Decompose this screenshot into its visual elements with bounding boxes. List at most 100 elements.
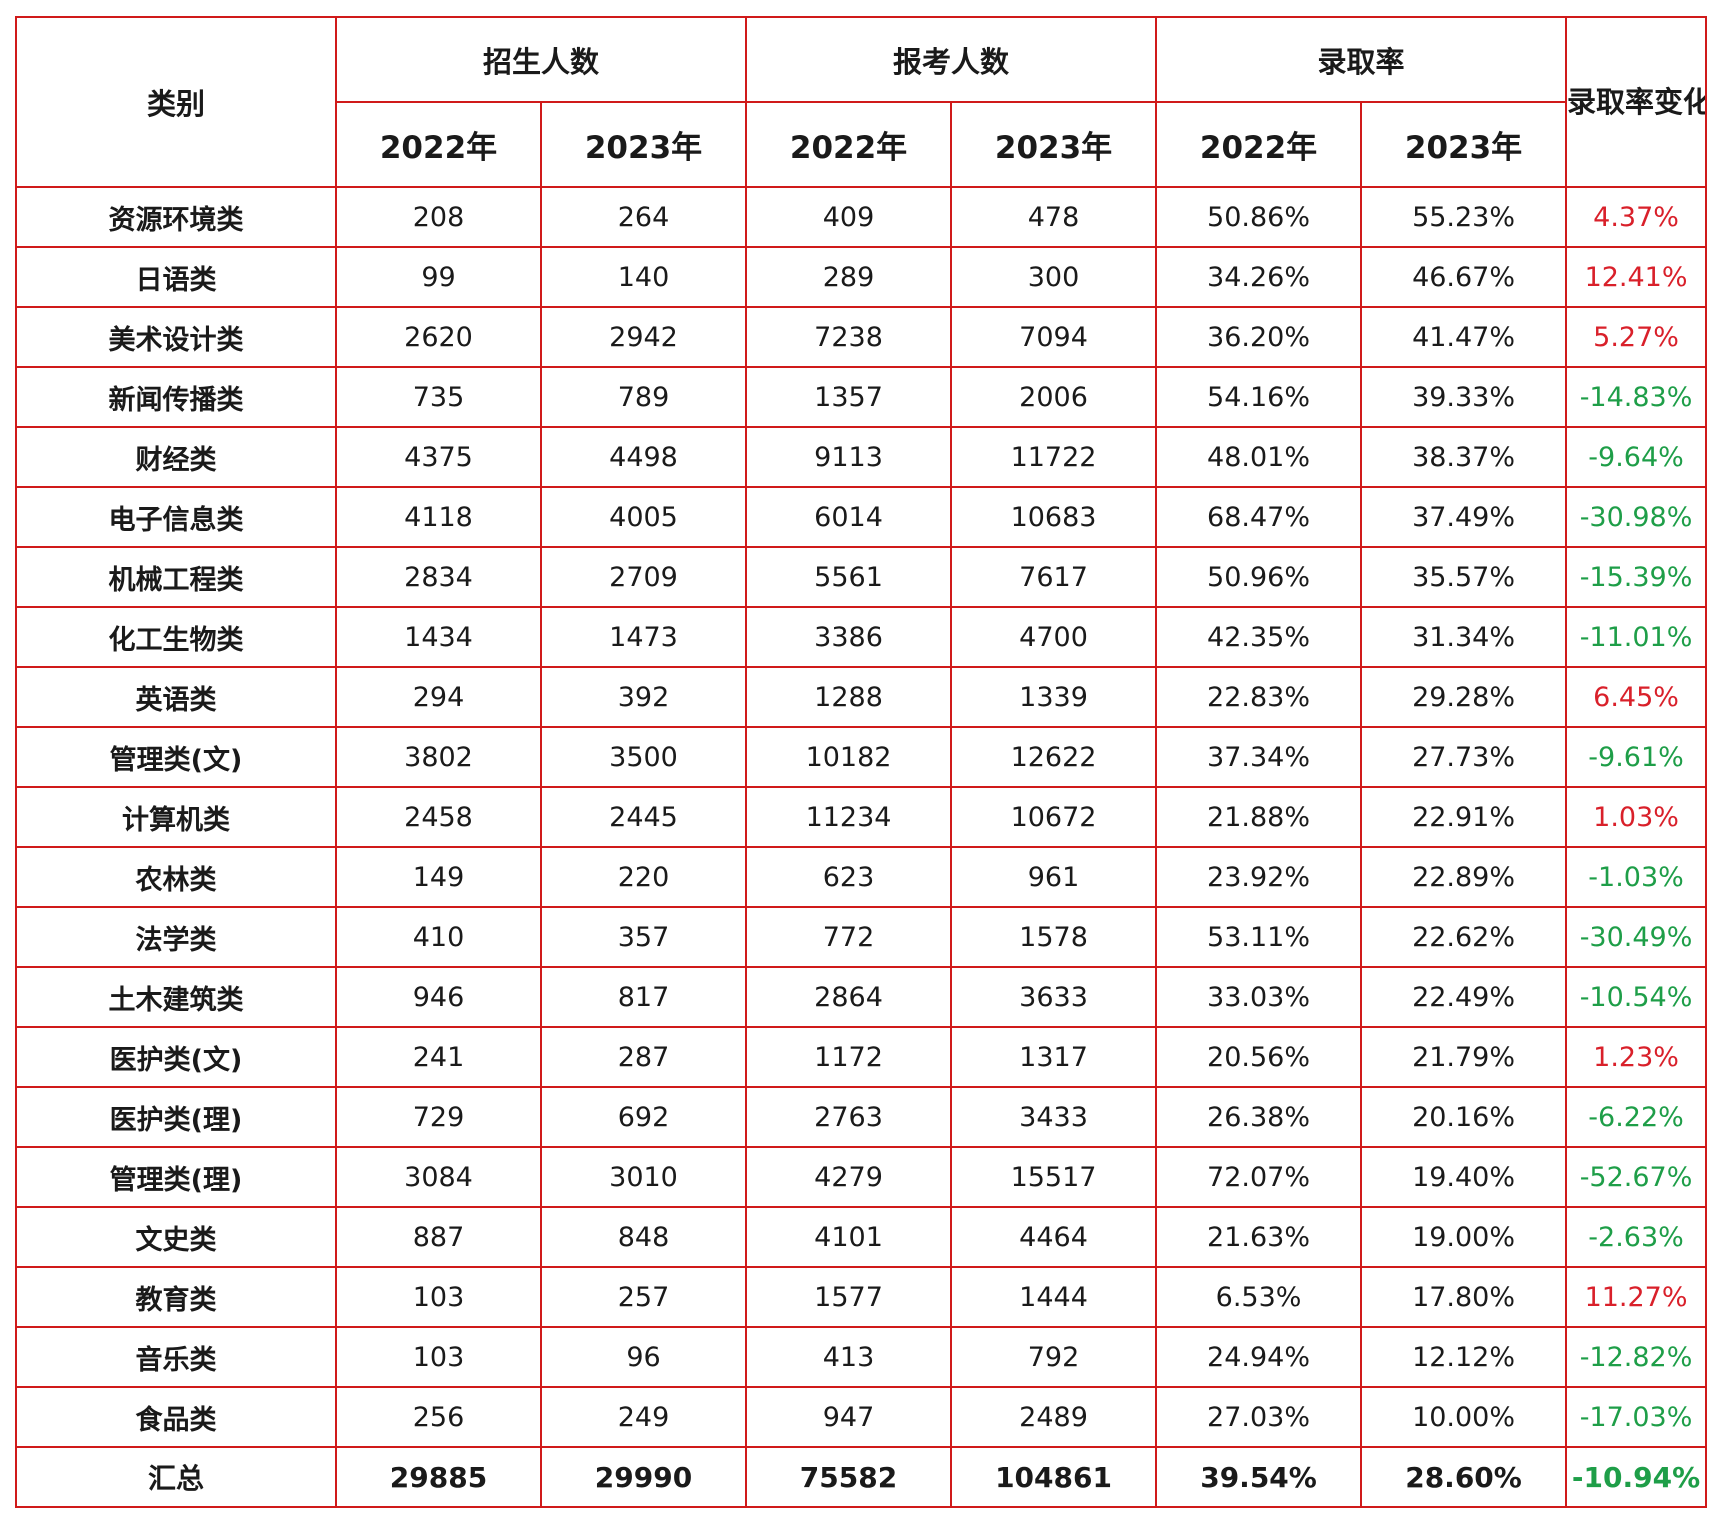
rate-2022-cell: 20.56% (1155, 1026, 1363, 1088)
table-row: 财经类 4375 4498 9113 11722 48.01% 38.37% -9.64% (15, 426, 1708, 488)
rate-2023-cell: 29.28% (1360, 666, 1568, 728)
enroll-2022-cell: 241 (335, 1026, 542, 1088)
rate-change-cell: -14.83% (1565, 366, 1708, 428)
rate-change-cell: -30.98% (1565, 486, 1708, 548)
rate-2023-cell: 22.91% (1360, 786, 1568, 848)
total-row: 汇总 29885 29990 75582 104861 39.54% 28.60% -10.9… (15, 1446, 1708, 1508)
row-category: 美术设计类 (15, 306, 337, 368)
rate-change-cell: -11.01% (1565, 606, 1708, 668)
apply-2023-cell: 300 (950, 246, 1158, 308)
rate-change-cell: -10.94% (1565, 1446, 1708, 1508)
table-row: 音乐类 103 96 413 792 24.94% 12.12% -12.82% (15, 1326, 1708, 1388)
enroll-2023-cell: 789 (539, 366, 748, 428)
enroll-2023-cell: 257 (539, 1266, 748, 1328)
table-row: 教育类 103 257 1577 1444 6.53% 17.80% 11.27% (15, 1266, 1708, 1328)
header-category: 类别 (15, 16, 337, 188)
table-row: 医护类(文) 241 287 1172 1317 20.56% 21.79% 1.23% (15, 1026, 1708, 1088)
enroll-2022-cell: 946 (335, 966, 542, 1028)
table-row: 计算机类 2458 2445 11234 10672 21.88% 22.91% 1.03% (15, 786, 1708, 848)
enroll-2022-cell: 2834 (335, 546, 542, 608)
header-applicants: 报考人数 (745, 16, 1158, 103)
rate-2022-cell: 21.63% (1155, 1206, 1363, 1268)
row-category: 机械工程类 (15, 546, 337, 608)
enroll-2022-cell: 729 (335, 1086, 542, 1148)
enroll-2022-cell: 294 (335, 666, 542, 728)
row-category: 计算机类 (15, 786, 337, 848)
rate-change-cell: 1.03% (1565, 786, 1708, 848)
rate-2023-cell: 46.67% (1360, 246, 1568, 308)
rate-2023-cell: 28.60% (1360, 1446, 1568, 1508)
apply-2023-cell: 4464 (950, 1206, 1158, 1268)
table-row: 英语类 294 392 1288 1339 22.83% 29.28% 6.45% (15, 666, 1708, 728)
enroll-2022-cell: 149 (335, 846, 542, 908)
enroll-2023-cell: 2709 (539, 546, 748, 608)
rate-2022-cell: 33.03% (1155, 966, 1363, 1028)
rate-change-cell: 6.45% (1565, 666, 1708, 728)
apply-2023-cell: 3433 (950, 1086, 1158, 1148)
rate-2023-cell: 22.62% (1360, 906, 1568, 968)
enroll-2023-cell: 220 (539, 846, 748, 908)
apply-2022-cell: 2763 (745, 1086, 953, 1148)
apply-2022-cell: 772 (745, 906, 953, 968)
apply-2022-cell: 1357 (745, 366, 953, 428)
rate-2022-cell: 50.96% (1155, 546, 1363, 608)
rate-2023-cell: 10.00% (1360, 1386, 1568, 1448)
enroll-2022-cell: 887 (335, 1206, 542, 1268)
enroll-2022-cell: 3802 (335, 726, 542, 788)
apply-2022-cell: 413 (745, 1326, 953, 1388)
rate-2023-cell: 35.57% (1360, 546, 1568, 608)
apply-2022-cell: 7238 (745, 306, 953, 368)
rate-2023-cell: 37.49% (1360, 486, 1568, 548)
table-row: 日语类 99 140 289 300 34.26% 46.67% 12.41% (15, 246, 1708, 308)
rate-change-cell: -10.54% (1565, 966, 1708, 1028)
enroll-2023-cell: 848 (539, 1206, 748, 1268)
rate-2022-cell: 42.35% (1155, 606, 1363, 668)
rate-2022-cell: 26.38% (1155, 1086, 1363, 1148)
enroll-2023-cell: 3500 (539, 726, 748, 788)
apply-2023-cell: 10683 (950, 486, 1158, 548)
apply-2023-cell: 7617 (950, 546, 1158, 608)
apply-2022-cell: 4101 (745, 1206, 953, 1268)
table-row: 电子信息类 4118 4005 6014 10683 68.47% 37.49% -30.98… (15, 486, 1708, 548)
apply-2022-cell: 75582 (745, 1446, 953, 1508)
enroll-2022-cell: 2620 (335, 306, 542, 368)
rate-2022-cell: 24.94% (1155, 1326, 1363, 1388)
table-row: 管理类(文) 3802 3500 10182 12622 37.34% 27.73% -9.6… (15, 726, 1708, 788)
rate-change-cell: -17.03% (1565, 1386, 1708, 1448)
rate-2023-cell: 21.79% (1360, 1026, 1568, 1088)
table-row: 新闻传播类 735 789 1357 2006 54.16% 39.33% -14.83% (15, 366, 1708, 428)
rate-2023-cell: 12.12% (1360, 1326, 1568, 1388)
enroll-2023-cell: 3010 (539, 1146, 748, 1208)
header-rate-change: 录取率变化 (1565, 16, 1708, 188)
row-category: 财经类 (15, 426, 337, 488)
table-header: 类别 招生人数 报考人数 录取率 录取率变化 2022年 2023年 2022年… (15, 16, 1708, 188)
rate-2022-cell: 6.53% (1155, 1266, 1363, 1328)
table-row: 文史类 887 848 4101 4464 21.63% 19.00% -2.63% (15, 1206, 1708, 1268)
enroll-2023-cell: 2942 (539, 306, 748, 368)
rate-2022-cell: 36.20% (1155, 306, 1363, 368)
rate-2023-cell: 39.33% (1360, 366, 1568, 428)
table-row: 机械工程类 2834 2709 5561 7617 50.96% 35.57% -15.39% (15, 546, 1708, 608)
enroll-2023-cell: 249 (539, 1386, 748, 1448)
enroll-2023-cell: 264 (539, 186, 748, 248)
apply-2023-cell: 2489 (950, 1386, 1158, 1448)
rate-2022-cell: 68.47% (1155, 486, 1363, 548)
enroll-2023-cell: 2445 (539, 786, 748, 848)
enroll-2023-cell: 140 (539, 246, 748, 308)
enroll-2023-cell: 29990 (539, 1446, 748, 1508)
rate-2022-cell: 48.01% (1155, 426, 1363, 488)
apply-2022-cell: 2864 (745, 966, 953, 1028)
rate-2023-cell: 20.16% (1360, 1086, 1568, 1148)
rate-2023-cell: 19.00% (1360, 1206, 1568, 1268)
apply-2022-cell: 623 (745, 846, 953, 908)
apply-2023-cell: 7094 (950, 306, 1158, 368)
apply-2022-cell: 6014 (745, 486, 953, 548)
rate-change-cell: -12.82% (1565, 1326, 1708, 1388)
header-rate-2022: 2022年 (1155, 101, 1363, 188)
table-row: 美术设计类 2620 2942 7238 7094 36.20% 41.47% 5.27% (15, 306, 1708, 368)
enroll-2022-cell: 2458 (335, 786, 542, 848)
rate-2023-cell: 41.47% (1360, 306, 1568, 368)
apply-2023-cell: 4700 (950, 606, 1158, 668)
table-row: 土木建筑类 946 817 2864 3633 33.03% 22.49% -10.54% (15, 966, 1708, 1028)
rate-change-cell: -30.49% (1565, 906, 1708, 968)
